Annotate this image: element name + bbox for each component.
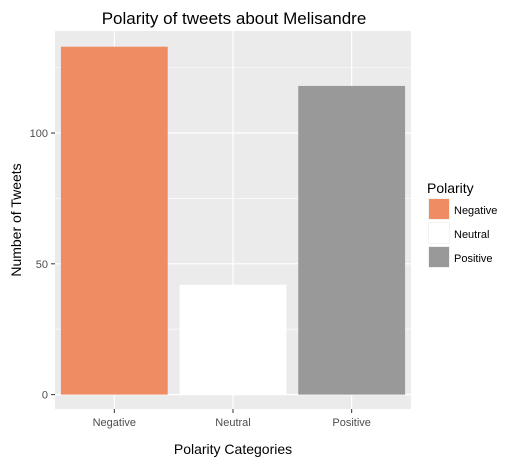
- y-tick-label: 50: [36, 259, 48, 271]
- x-tick-label: Neutral: [215, 417, 250, 429]
- x-axis: Negative Neutral Positive: [93, 409, 371, 429]
- legend-label: Positive: [454, 253, 493, 265]
- bar-positive: [298, 85, 406, 395]
- legend-title: Polarity: [427, 180, 474, 196]
- chart-title: Polarity of tweets about Melisandre: [102, 9, 367, 28]
- y-axis-label: Number of Tweets: [8, 163, 24, 276]
- legend-swatch-neutral: [429, 223, 449, 243]
- y-tick-label: 100: [30, 128, 48, 140]
- legend-items: Negative Neutral Positive: [428, 198, 497, 268]
- x-tick-label: Positive: [332, 417, 371, 429]
- legend: Polarity Negative Neutral Positive: [427, 180, 497, 268]
- legend-label: Negative: [454, 205, 497, 217]
- y-axis: 0 50 100: [30, 128, 55, 402]
- bars: [60, 46, 406, 395]
- legend-label: Neutral: [454, 229, 489, 241]
- y-tick-label: 0: [42, 390, 48, 402]
- legend-swatch-negative: [429, 199, 449, 219]
- x-axis-label: Polarity Categories: [174, 441, 292, 457]
- x-tick-label: Negative: [93, 417, 136, 429]
- bar-negative: [60, 46, 168, 395]
- bar-neutral: [179, 284, 287, 395]
- legend-swatch-positive: [429, 247, 449, 267]
